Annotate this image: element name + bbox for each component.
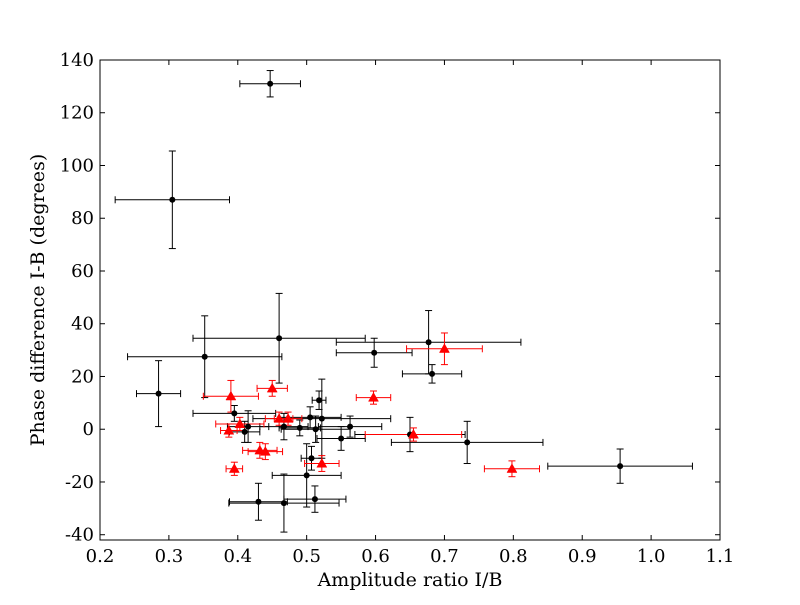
y-tick-label: 40 xyxy=(71,314,94,335)
circle-marker xyxy=(280,423,287,430)
x-tick-label: 0.3 xyxy=(155,546,184,567)
x-tick-label: 1.0 xyxy=(637,546,666,567)
y-tick-label: 140 xyxy=(60,50,94,71)
triangle-marker xyxy=(234,418,246,428)
circle-marker xyxy=(316,397,323,404)
circle-marker xyxy=(280,500,287,507)
axis-ticks: 0.2 0.3 0.4 0.5 0.6 0.7 0.8 0.9 1.0 1.1 -40 -20 0 20 4… xyxy=(60,50,735,567)
x-tick-label: 0.6 xyxy=(361,546,390,567)
y-tick-label: 100 xyxy=(60,155,94,176)
circle-marker xyxy=(201,353,208,360)
circle-marker xyxy=(276,335,283,342)
y-tick-label: -20 xyxy=(65,472,94,493)
x-tick-label: 0.2 xyxy=(86,546,115,567)
y-axis-title: Phase difference I-B (degrees) xyxy=(27,154,49,447)
x-axis-title: Amplitude ratio I/B xyxy=(317,569,503,591)
y-tick-label: 80 xyxy=(71,208,94,229)
triangle-marker xyxy=(439,343,450,353)
circle-marker xyxy=(267,80,274,87)
x-tick-label: 0.4 xyxy=(223,546,252,567)
circle-marker xyxy=(464,439,471,446)
x-tick-label: 0.9 xyxy=(568,546,597,567)
circle-marker xyxy=(338,435,345,442)
triangle-marker xyxy=(259,446,271,456)
circle-marker xyxy=(308,455,315,462)
plot-area-background xyxy=(100,60,720,540)
plot-frame xyxy=(99,59,721,541)
circle-marker xyxy=(311,496,318,503)
triangle-marker xyxy=(282,413,294,423)
triangle-marker xyxy=(368,392,379,402)
x-tick-label: 0.7 xyxy=(430,546,459,567)
circle-marker xyxy=(371,349,378,356)
circle-marker xyxy=(231,410,238,417)
triangle-marker xyxy=(228,463,240,473)
circle-marker xyxy=(617,463,624,470)
y-tick-label: 60 xyxy=(71,261,94,282)
circle-marker xyxy=(303,472,310,479)
circle-marker xyxy=(155,390,162,397)
triangle-marker xyxy=(223,425,235,435)
circle-marker xyxy=(169,196,176,203)
circle-marker xyxy=(255,498,262,505)
circle-marker xyxy=(312,426,319,433)
y-tick-label: 120 xyxy=(60,103,94,124)
circle-marker xyxy=(296,424,303,431)
x-tick-label: 1.1 xyxy=(706,546,735,567)
y-tick-label: 20 xyxy=(71,366,94,387)
circle-marker xyxy=(245,423,252,430)
circle-marker xyxy=(241,428,248,435)
triangle-marker xyxy=(225,390,237,401)
circle-marker xyxy=(425,339,432,346)
triangle-marker xyxy=(316,458,328,468)
circle-marker xyxy=(347,423,354,430)
triangle-marker xyxy=(266,382,278,393)
x-tick-label: 0.5 xyxy=(292,546,321,567)
y-tick-label: 0 xyxy=(83,419,94,440)
triangle-marker xyxy=(506,463,518,473)
circle-marker xyxy=(429,370,436,377)
circle-marker xyxy=(318,415,325,422)
data-markers xyxy=(155,80,624,507)
circle-marker xyxy=(307,414,314,421)
triangle-marker xyxy=(408,429,419,439)
x-tick-label: 0.8 xyxy=(499,546,528,567)
y-tick-label: -40 xyxy=(65,525,94,546)
triangle-marker xyxy=(273,413,285,423)
